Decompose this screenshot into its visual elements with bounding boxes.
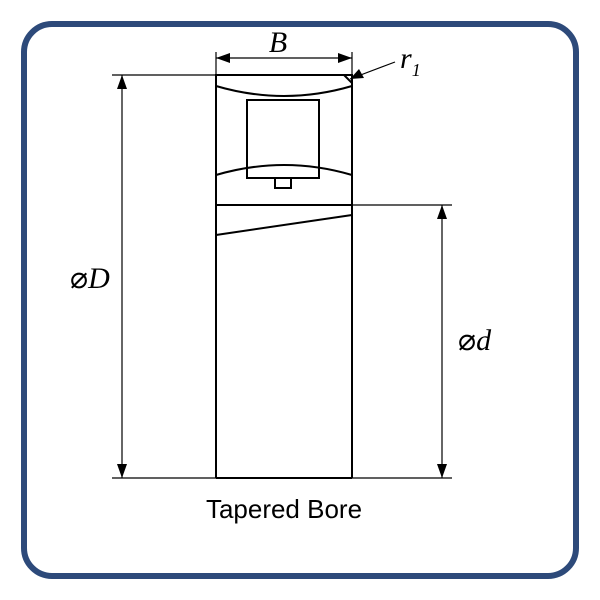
roller-nub xyxy=(275,178,291,188)
label-phi-d: ⌀d xyxy=(458,324,492,357)
dim-b-arrow-right xyxy=(338,53,352,63)
dim-d-arrow-bottom xyxy=(437,464,447,478)
label-phi-D: ⌀D xyxy=(70,262,110,295)
retainer-arc-top xyxy=(216,86,352,96)
label-width: B xyxy=(269,26,287,59)
corner-chamfer xyxy=(344,75,352,104)
taper-line xyxy=(216,215,352,235)
retainer-arc-bottom xyxy=(216,165,352,175)
outer-ring-block xyxy=(216,75,352,205)
dim-D-arrow-top xyxy=(117,75,127,89)
label-r1: r1 xyxy=(400,42,421,80)
dim-d-arrow-top xyxy=(437,205,447,219)
caption-tapered-bore: Tapered Bore xyxy=(206,494,362,524)
dim-b-arrow-left xyxy=(216,53,230,63)
bearing-diagram: B r1 ⌀D ⌀d Tapered Bore xyxy=(0,0,600,600)
dim-D-arrow-bottom xyxy=(117,464,127,478)
